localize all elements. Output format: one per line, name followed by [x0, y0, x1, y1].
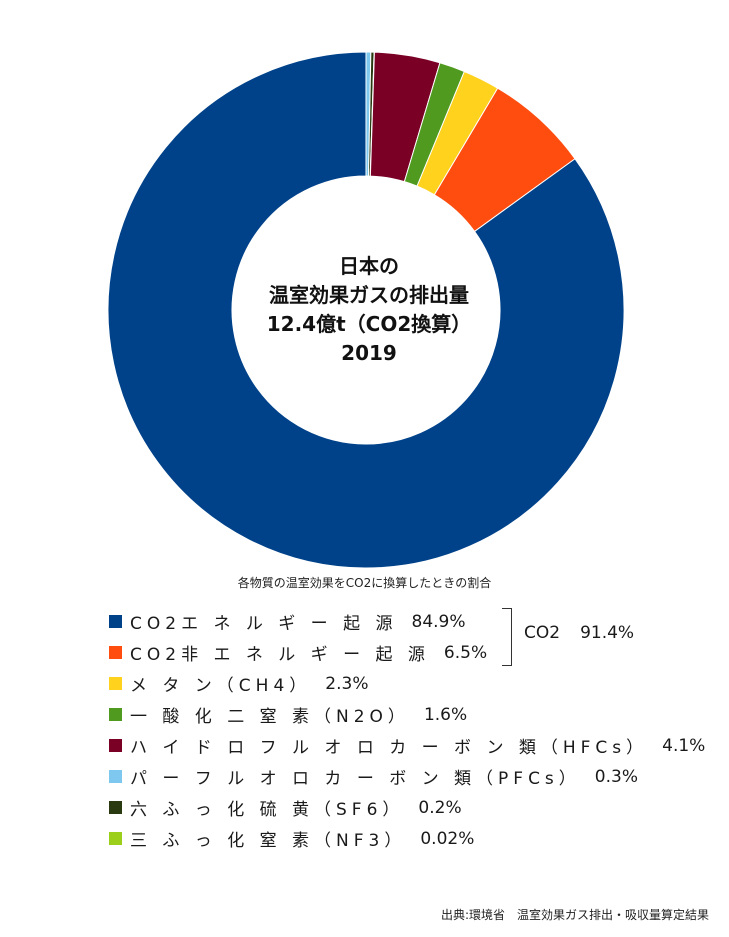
legend-item: メ タ ン（CH4） 2.3%: [109, 668, 705, 699]
legend-label: ハ イ ド ロ フ ル オ ロ カ ー ボ ン 類（HFCs）: [130, 738, 649, 758]
legend-swatch: [109, 615, 122, 628]
co2-group-bracket: [502, 608, 512, 666]
legend-value: 4.1%: [662, 735, 706, 756]
center-title: 日本の 温室効果ガスの排出量 12.4億t（CO2換算） 2019: [224, 252, 514, 368]
legend-swatch: [109, 677, 122, 690]
donut-chart: [107, 51, 625, 569]
legend-value: 84.9%: [411, 611, 466, 632]
legend-label: メ タ ン（CH4）: [130, 676, 312, 696]
legend-item: ハ イ ド ロ フ ル オ ロ カ ー ボ ン 類（HFCs） 4.1%: [109, 730, 705, 761]
legend-label: CO2エ ネ ル ギ ー 起 源: [130, 614, 398, 634]
center-title-line: 12.4億t（CO2換算）: [266, 312, 472, 336]
legend-item: CO2非 エ ネ ル ギ ー 起 源 6.5%: [109, 637, 705, 668]
legend-value: 0.2%: [418, 797, 462, 818]
legend-label: CO2非 エ ネ ル ギ ー 起 源: [130, 645, 430, 665]
legend-swatch: [109, 832, 122, 845]
legend-item: パ ー フ ル オ ロ カ ー ボ ン 類（PFCs） 0.3%: [109, 761, 705, 792]
legend: CO2エ ネ ル ギ ー 起 源 84.9% CO2非 エ ネ ル ギ ー 起 源 6…: [109, 606, 705, 854]
legend-swatch: [109, 708, 122, 721]
center-title-line: 温室効果ガスの排出量: [269, 283, 469, 307]
legend-item: 六 ふ っ 化 硫 黄（SF6） 0.2%: [109, 792, 705, 823]
legend-item: 三 ふ っ 化 窒 素（NF3） 0.02%: [109, 823, 705, 854]
legend-swatch: [109, 739, 122, 752]
legend-value: 6.5%: [443, 642, 488, 663]
legend-value: 1.6%: [423, 704, 468, 725]
legend-swatch: [109, 646, 122, 659]
donut-slice: [107, 51, 625, 569]
legend-item: CO2エ ネ ル ギ ー 起 源 84.9%: [109, 606, 705, 637]
co2-group-name: CO2: [524, 623, 561, 643]
legend-label: パ ー フ ル オ ロ カ ー ボ ン 類（PFCs）: [130, 769, 581, 789]
legend-label: 三 ふ っ 化 窒 素（NF3）: [130, 831, 407, 851]
chart-subtitle: 各物質の温室効果をCO2に換算したときの割合: [237, 576, 492, 590]
legend-swatch: [109, 770, 122, 783]
center-title-line: 日本の: [339, 254, 399, 278]
center-title-line: 2019: [341, 341, 397, 365]
co2-group-value: 91.4%: [580, 623, 635, 643]
legend-item: 一 酸 化 二 窒 素（N2O） 1.6%: [109, 699, 705, 730]
legend-label: 一 酸 化 二 窒 素（N2O）: [130, 707, 410, 727]
legend-value: 2.3%: [325, 673, 369, 694]
source-note: 出典:環境省 温室効果ガス排出・吸収量算定結果: [440, 908, 709, 922]
legend-value: 0.3%: [594, 766, 638, 787]
legend-label: 六 ふ っ 化 硫 黄（SF6）: [130, 800, 405, 820]
legend-value: 0.02%: [420, 828, 475, 849]
co2-group-label: CO2 91.4%: [524, 623, 634, 643]
legend-swatch: [109, 801, 122, 814]
